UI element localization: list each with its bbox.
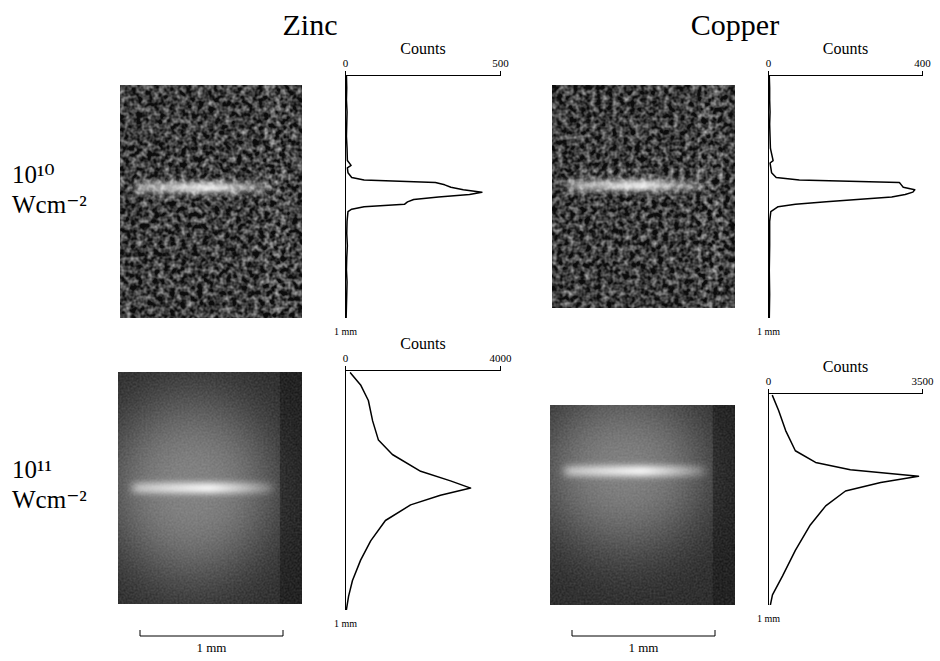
svg-text:1 mm: 1 mm bbox=[629, 640, 659, 655]
svg-text:1 mm: 1 mm bbox=[334, 326, 357, 337]
svg-text:1 mm: 1 mm bbox=[757, 326, 780, 337]
svg-text:Counts: Counts bbox=[400, 335, 445, 352]
svg-text:4000: 4000 bbox=[490, 352, 513, 364]
html-text:Copper: Copper bbox=[690, 8, 780, 41]
svg-text:1 mm: 1 mm bbox=[197, 640, 227, 655]
svg-text:1 mm: 1 mm bbox=[334, 618, 357, 629]
svg-text:1 mm: 1 mm bbox=[757, 613, 780, 624]
svg-text:0: 0 bbox=[343, 57, 349, 69]
html-text:10¹¹ Wcm⁻²: 10¹¹ Wcm⁻² bbox=[12, 456, 87, 513]
svg-text:Counts: Counts bbox=[823, 40, 868, 57]
svg-text:0: 0 bbox=[343, 352, 349, 364]
svg-text:500: 500 bbox=[492, 57, 509, 69]
svg-text:0: 0 bbox=[766, 375, 772, 387]
html-text:10¹⁰ Wcm⁻²: 10¹⁰ Wcm⁻² bbox=[12, 161, 87, 218]
svg-text:3500: 3500 bbox=[912, 375, 935, 387]
svg-text:400: 400 bbox=[914, 57, 931, 69]
svg-text:0: 0 bbox=[766, 57, 772, 69]
html-text:Zinc: Zinc bbox=[282, 8, 338, 41]
svg-text:Counts: Counts bbox=[823, 358, 868, 375]
svg-text:Counts: Counts bbox=[400, 40, 445, 57]
